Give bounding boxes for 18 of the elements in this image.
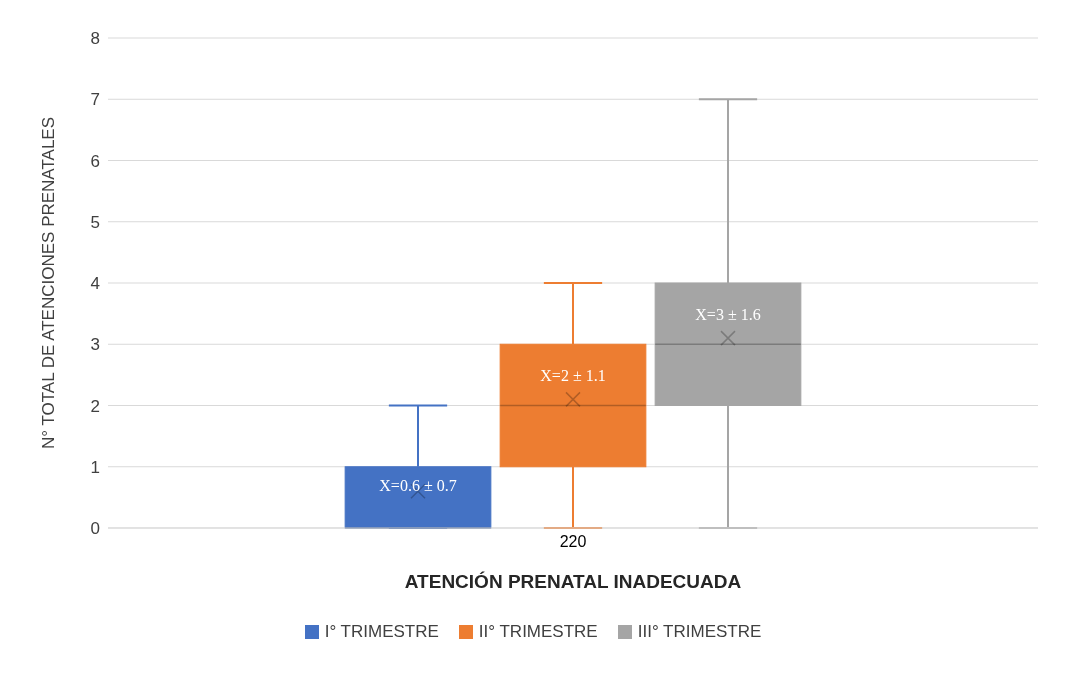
y-tick-label: 4 [90,274,100,294]
x-tick-label: 220 [559,533,587,551]
legend-label: III° TRIMESTRE [637,622,762,642]
y-tick-label: 3 [90,335,100,355]
y-axis-title: N° TOTAL DE ATENCIONES PRENATALES [39,116,59,450]
y-tick-label: 8 [90,29,100,49]
y-tick-label: 0 [90,519,100,539]
y-tick-label: 5 [90,212,100,232]
annotation: X=0.6 ± 0.7 [379,476,457,494]
annotation: X=2 ± 1.1 [540,367,606,384]
legend-label: I° TRIMESTRE [324,622,439,642]
y-tick-label: 2 [90,396,100,416]
y-tick-label: 7 [90,90,100,110]
annotation: X=3 ± 1.6 [695,305,761,323]
y-tick-label: 1 [90,457,100,477]
x-axis-title: ATENCIÓN PRENATAL INADECUADA [404,571,742,592]
legend-label: II° TRIMESTRE [478,622,598,642]
y-tick-label: 6 [90,151,100,171]
